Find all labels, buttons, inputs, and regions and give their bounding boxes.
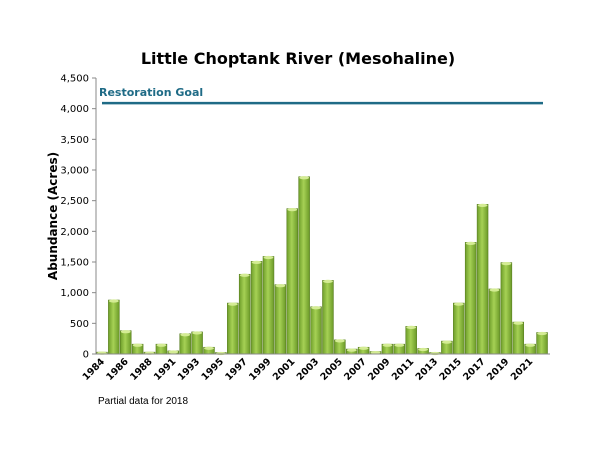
y-tick-label: 1,500 [60, 258, 89, 269]
bar-top-2021 [525, 343, 536, 347]
bar-top-1987 [132, 343, 143, 347]
bar-top-1997 [239, 273, 250, 277]
bar-top-1998 [251, 260, 262, 264]
x-tick-label: 2011 [390, 356, 416, 382]
y-tick-label: 2,000 [60, 227, 89, 238]
x-tick-label: 1988 [128, 356, 155, 383]
y-axis-label: Abundance (Acres) [46, 152, 60, 280]
bar-top-1986 [120, 330, 131, 334]
bar-2020 [512, 321, 525, 355]
bar-2000 [274, 284, 287, 355]
x-tick-label: 2021 [509, 356, 535, 382]
bar-2002 [298, 176, 310, 355]
x-tick-label: 1995 [200, 356, 226, 382]
y-tick-label: 1,000 [60, 288, 89, 299]
bar-2016 [464, 242, 477, 355]
y-tick-label: 4,000 [60, 104, 89, 115]
bar-1985 [108, 299, 120, 355]
bar-1996 [227, 302, 239, 355]
x-tick-label: 1986 [104, 356, 131, 383]
bar-top-2022 [537, 331, 547, 336]
bar-2022 [536, 332, 548, 355]
bar-top-2008 [370, 350, 381, 355]
bar-top-2012 [418, 347, 429, 352]
y-tick-label: 3,500 [60, 135, 89, 146]
bar-top-2010 [394, 343, 405, 347]
x-tick-label: 2007 [342, 356, 368, 382]
bar-1997 [238, 273, 251, 355]
y-tick-label: 2,500 [60, 196, 89, 207]
bar-2011 [405, 326, 417, 355]
bar-2018 [488, 288, 501, 355]
bar-2004 [322, 280, 334, 355]
x-tick-label: 1999 [247, 356, 273, 382]
bar-top-2020 [513, 321, 524, 325]
bar-1999 [262, 256, 275, 355]
bar-2001 [286, 208, 299, 355]
bar-top-1992 [180, 333, 191, 337]
x-tick-label: 2001 [271, 356, 297, 382]
x-tick-label: 1993 [176, 356, 202, 382]
bar-top-2001 [287, 208, 298, 212]
partial-data-note: Partial data for 2018 [98, 396, 188, 407]
bar-2015 [453, 302, 465, 355]
x-tick-label: 1991 [152, 356, 178, 382]
bar-top-1994 [204, 346, 214, 350]
bar-top-2006 [346, 348, 357, 352]
bar-top-2016 [465, 241, 476, 245]
bar-2003 [310, 306, 322, 355]
chart-title: Little Choptank River (Mesohaline) [141, 49, 455, 68]
bar-top-2019 [501, 262, 512, 266]
x-tick-label: 2015 [437, 356, 463, 382]
y-tick-label: 0 [83, 350, 89, 361]
bar-top-2007 [358, 346, 369, 350]
x-tick-label: 2019 [485, 356, 511, 382]
bar-top-2018 [489, 288, 500, 292]
bar-top-2009 [382, 343, 393, 347]
bar-top-1993 [192, 331, 203, 335]
x-tick-label: 2017 [461, 356, 487, 382]
bar-top-2017 [477, 203, 488, 207]
bar-top-1996 [227, 302, 238, 306]
bar-1992 [179, 333, 191, 355]
x-tick-label: 2005 [318, 356, 344, 382]
bar-2017 [476, 204, 489, 355]
restoration-goal-label: Restoration Goal [99, 86, 203, 99]
x-tick-label: 1997 [223, 356, 249, 382]
y-tick-label: 4,500 [60, 74, 89, 85]
bar-top-2004 [323, 279, 333, 283]
x-tick-label: 2003 [295, 356, 321, 382]
bar-top-2000 [275, 284, 286, 288]
y-tick-label: 500 [70, 319, 89, 330]
bar-top-2014 [441, 340, 452, 344]
bar-top-2015 [453, 302, 464, 306]
x-tick-label: 2009 [366, 356, 392, 382]
bar-top-1989 [156, 343, 167, 347]
bar-top-2002 [299, 176, 310, 180]
bar-top-1985 [108, 299, 119, 303]
bar-1993 [191, 331, 203, 355]
bar-1998 [250, 261, 263, 355]
bar-2019 [500, 262, 513, 355]
bar-top-2005 [334, 339, 345, 343]
bar-top-1991 [168, 350, 179, 354]
y-tick-label: 3,000 [60, 166, 89, 177]
bar-top-1999 [263, 255, 274, 260]
bar-1986 [119, 330, 132, 355]
x-tick-label: 2013 [414, 356, 440, 382]
bar-top-2011 [406, 325, 417, 329]
bar-top-2003 [311, 306, 322, 310]
